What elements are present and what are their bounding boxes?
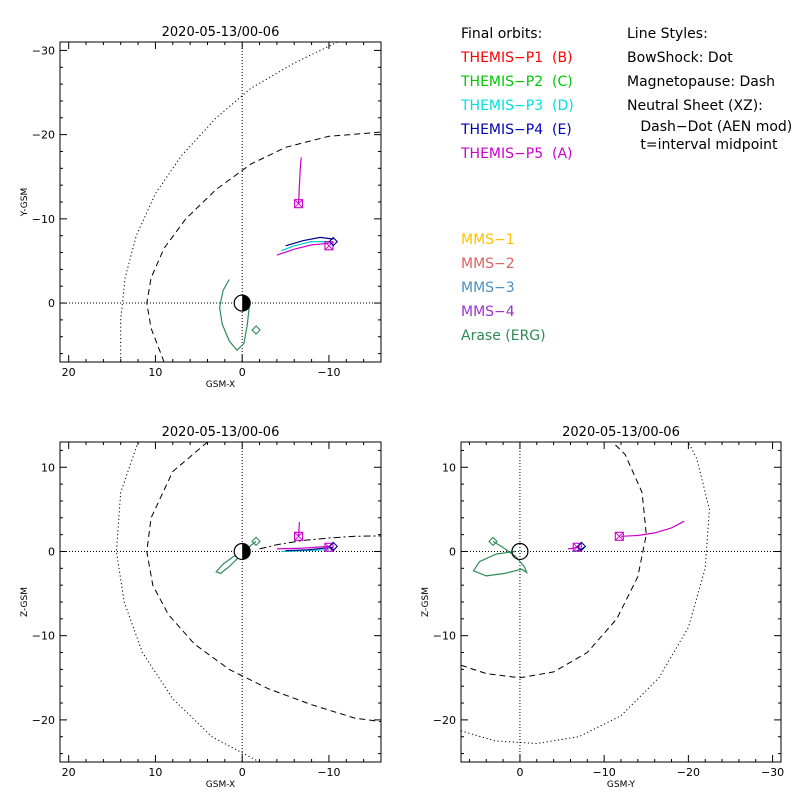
x-tick-label: 10 <box>148 366 162 379</box>
position-marker <box>572 542 582 552</box>
position-marker-cross <box>294 531 303 541</box>
series-line <box>280 241 329 252</box>
legend-themis-p3: THEMIS−P3 (D) <box>461 98 574 114</box>
series-line <box>146 131 381 362</box>
position-marker <box>294 199 304 209</box>
position-marker <box>324 542 334 552</box>
y-tick-label: −10 <box>32 213 55 226</box>
orbit-panel-xy: 20 10 0 −10 −30 −20 −10 0 2020-05-13/00-06 GSM-X Y… <box>20 25 382 390</box>
line-style-bowshock: BowShock: Dot <box>627 50 733 66</box>
legend-themis-p5: THEMIS−P5 (A) <box>461 146 573 162</box>
legend-arase: Arase (ERG) <box>461 328 546 344</box>
legend-mms-4: MMS−4 <box>461 304 515 320</box>
orbit-panel-xz: 20 10 0 −10 10 0 −10 −20 2020-05-13/00-06 GSM-X Z-… <box>20 425 382 790</box>
y-tick-label: 10 <box>41 461 55 474</box>
earth-night-side <box>242 543 251 560</box>
series-line <box>218 279 250 352</box>
series-line <box>298 157 302 204</box>
legend-mms-1: MMS−1 <box>461 232 515 248</box>
line-styles-title: Line Styles: <box>627 26 708 42</box>
series-line <box>298 521 300 537</box>
x-axis-label: GSM-X <box>206 780 235 790</box>
x-axis-label: GSM-Y <box>607 780 636 790</box>
position-marker-cross <box>324 241 334 251</box>
legend-themis-p4: THEMIS−P4 (E) <box>461 122 572 138</box>
y-tick-label: −20 <box>32 714 55 727</box>
y-tick-label: 0 <box>48 545 55 558</box>
x-tick-label: −30 <box>761 766 784 779</box>
orbit-panel-yz: 0 −10 −20 −30 10 0 −10 −20 2020-05-13/00-06 GSM-Y… <box>421 425 784 790</box>
x-tick-label: 20 <box>62 366 76 379</box>
x-tick-label: −10 <box>317 366 340 379</box>
x-tick-label: 0 <box>516 766 523 779</box>
y-tick-label: −20 <box>433 714 456 727</box>
series-line <box>472 540 529 577</box>
x-tick-label: 0 <box>239 766 246 779</box>
x-tick-label: 0 <box>239 366 246 379</box>
series-line <box>620 520 685 537</box>
series-line <box>120 42 338 362</box>
end-marker <box>251 536 261 547</box>
y-tick-label: −10 <box>32 630 55 643</box>
y-tick-label: −20 <box>32 129 55 142</box>
y-axis-label: Z-GSM <box>20 587 30 617</box>
series-line <box>259 535 381 550</box>
end-marker <box>328 541 339 552</box>
position-marker <box>614 531 624 541</box>
chart-title: 2020-05-13/00-06 <box>162 25 280 40</box>
line-styles-legend: Line Styles: BowShock: Dot Magnetopause:… <box>627 22 792 154</box>
legend-mms-2: MMS−2 <box>461 256 515 272</box>
legend-themis-p1: THEMIS−P1 (B) <box>461 50 573 66</box>
orbits-legend: Final orbits: THEMIS−P1 (B) THEMIS−P2 (C… <box>461 22 574 166</box>
earth-night-side <box>242 295 251 312</box>
series-line <box>281 549 329 553</box>
y-axis-label: Y-GSM <box>20 188 30 217</box>
legend-mms-3: MMS−3 <box>461 280 515 296</box>
end-marker <box>251 325 261 335</box>
earth-marker <box>511 542 529 561</box>
y-axis-label: Z-GSM <box>421 587 431 617</box>
end-marker <box>488 536 498 547</box>
x-tick-label: 20 <box>62 766 76 779</box>
position-marker <box>294 531 304 541</box>
series-line <box>276 545 329 550</box>
line-style-neutral-sheet-model: Dash−Dot (AEN mod) <box>627 119 793 135</box>
plot-frame <box>59 441 382 763</box>
position-marker-cross <box>614 531 624 541</box>
series-line <box>461 442 647 679</box>
y-tick-label: 0 <box>48 297 55 310</box>
legend-themis-p2: THEMIS−P2 (C) <box>461 74 573 90</box>
line-style-neutral-sheet: Neutral Sheet (XZ): <box>627 98 763 114</box>
x-axis-label: GSM-X <box>206 380 235 390</box>
y-tick-label: 0 <box>449 545 456 558</box>
x-tick-label: −10 <box>317 766 340 779</box>
series-line <box>115 442 260 762</box>
orbits-legend-title: Final orbits: <box>461 26 543 42</box>
line-style-neutral-sheet-time: t=interval midpoint <box>627 137 778 153</box>
series-line <box>146 442 381 723</box>
mms-legend: MMS−1 MMS−2 MMS−3 MMS−4 Arase (ERG) <box>461 228 546 348</box>
x-tick-label: −20 <box>677 766 700 779</box>
series-line <box>461 442 710 745</box>
series-line <box>285 236 334 247</box>
y-tick-label: −10 <box>433 630 456 643</box>
plot-frame <box>460 441 782 763</box>
end-marker <box>328 236 339 247</box>
x-tick-label: 10 <box>148 766 162 779</box>
end-marker <box>576 541 587 552</box>
x-tick-label: −10 <box>593 766 616 779</box>
y-tick-label: −30 <box>32 44 55 57</box>
y-tick-label: 10 <box>442 461 456 474</box>
position-marker-cross <box>294 199 303 209</box>
line-style-magnetopause: Magnetopause: Dash <box>627 74 776 90</box>
chart-title: 2020-05-13/00-06 <box>562 425 680 440</box>
series-line <box>276 242 329 256</box>
chart-title: 2020-05-13/00-06 <box>162 425 280 440</box>
